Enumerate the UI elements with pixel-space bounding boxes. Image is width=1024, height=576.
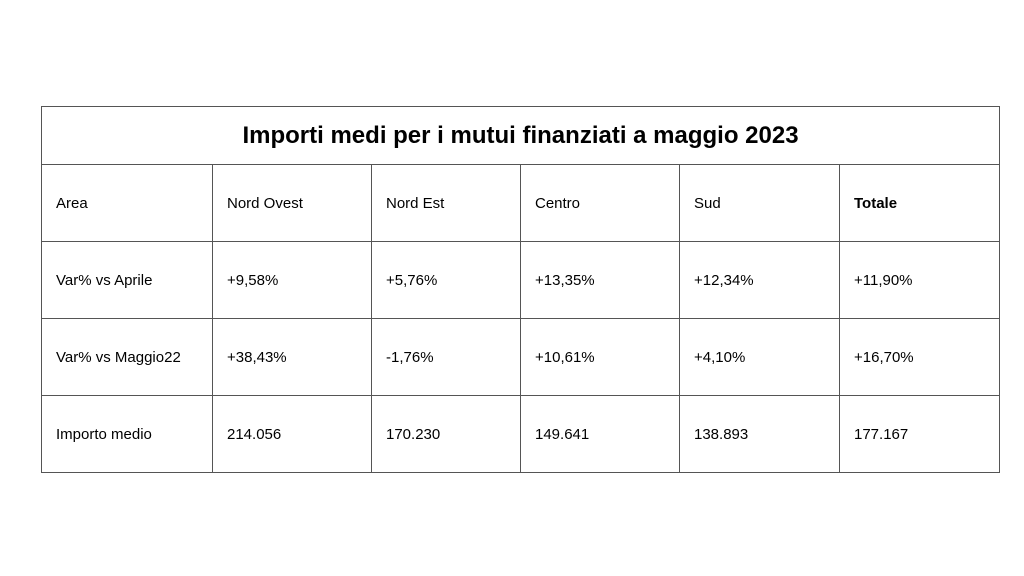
table-title: Importi medi per i mutui finanziati a ma… xyxy=(40,106,1001,165)
header-row: Area Nord Ovest Nord Est Centro Sud Tota… xyxy=(41,164,1001,242)
table-cell: 138.893 xyxy=(679,395,840,473)
header-cell-nord-ovest: Nord Ovest xyxy=(212,164,372,242)
table-row: Var% vs Maggio22 +38,43% -1,76% +10,61% … xyxy=(41,318,1001,396)
table-row: Importo medio 214.056 170.230 149.641 13… xyxy=(41,395,1001,473)
header-cell-area: Area xyxy=(41,164,213,242)
header-cell-sud: Sud xyxy=(679,164,840,242)
table-cell: +11,90% xyxy=(838,241,1001,319)
row-label: Var% vs Aprile xyxy=(41,241,213,319)
title-row: Importi medi per i mutui finanziati a ma… xyxy=(40,106,1001,165)
table-cell: +13,35% xyxy=(520,241,680,319)
data-table: Importi medi per i mutui finanziati a ma… xyxy=(40,106,1001,473)
table-cell: -1,76% xyxy=(371,318,521,396)
table-cell: +12,34% xyxy=(679,241,840,319)
header-cell-centro: Centro xyxy=(520,164,680,242)
table-cell: +4,10% xyxy=(679,318,840,396)
row-label: Var% vs Maggio22 xyxy=(41,318,213,396)
table-cell: 170.230 xyxy=(371,395,521,473)
row-label: Importo medio xyxy=(41,395,213,473)
table-row: Var% vs Aprile +9,58% +5,76% +13,35% +12… xyxy=(41,241,1001,319)
table-cell: +5,76% xyxy=(371,241,521,319)
table-cell: 214.056 xyxy=(212,395,372,473)
table-cell: 149.641 xyxy=(520,395,680,473)
table-cell: +16,70% xyxy=(838,318,1001,396)
table-cell: 177.167 xyxy=(838,395,1001,473)
table-cell: +10,61% xyxy=(520,318,680,396)
table-cell: +9,58% xyxy=(212,241,372,319)
header-cell-nord-est: Nord Est xyxy=(371,164,521,242)
table-cell: +38,43% xyxy=(212,318,372,396)
header-cell-totale: Totale xyxy=(838,164,1001,242)
